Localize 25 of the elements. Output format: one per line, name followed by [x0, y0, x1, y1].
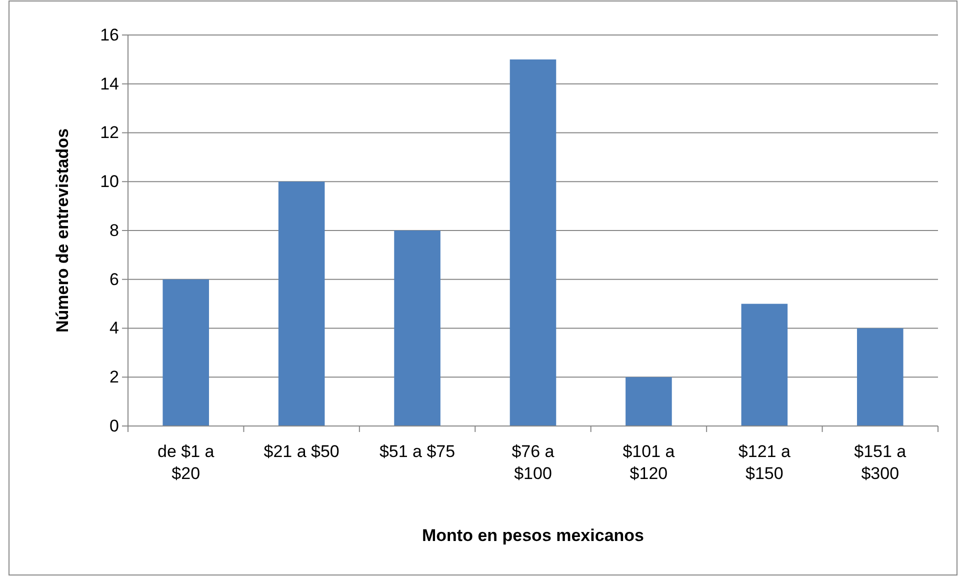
bar	[162, 279, 209, 426]
y-tick-label: 2	[110, 368, 119, 387]
bar	[857, 328, 904, 426]
x-tick-label: de $1 a $20	[157, 442, 215, 484]
y-tick-label: 4	[110, 318, 119, 338]
y-axis-title: Número de entrevistados	[53, 128, 72, 333]
x-tick-label: $121 a $150	[738, 442, 791, 484]
y-tick-label: 16	[100, 25, 119, 44]
bar	[741, 304, 788, 426]
x-tick-label: $151 a $300	[854, 442, 907, 484]
x-tick-label: $101 a $120	[622, 442, 676, 484]
y-tick-label: 10	[100, 172, 119, 192]
x-axis-title: Monto en pesos mexicanos	[422, 526, 644, 545]
y-tick-label: 6	[110, 270, 119, 289]
y-tick-label: 12	[100, 123, 119, 142]
x-tick-label: $76 a $100	[512, 442, 555, 484]
bar	[510, 59, 556, 426]
x-tick-label: $21 a $50	[264, 442, 340, 461]
bar	[278, 182, 325, 426]
y-tick-label: 8	[110, 220, 119, 240]
bar	[626, 377, 672, 426]
bar	[394, 230, 440, 426]
x-tick-label: $51 a $75	[379, 442, 456, 461]
y-tick-label: 0	[110, 416, 119, 436]
y-tick-label: 14	[100, 74, 119, 94]
